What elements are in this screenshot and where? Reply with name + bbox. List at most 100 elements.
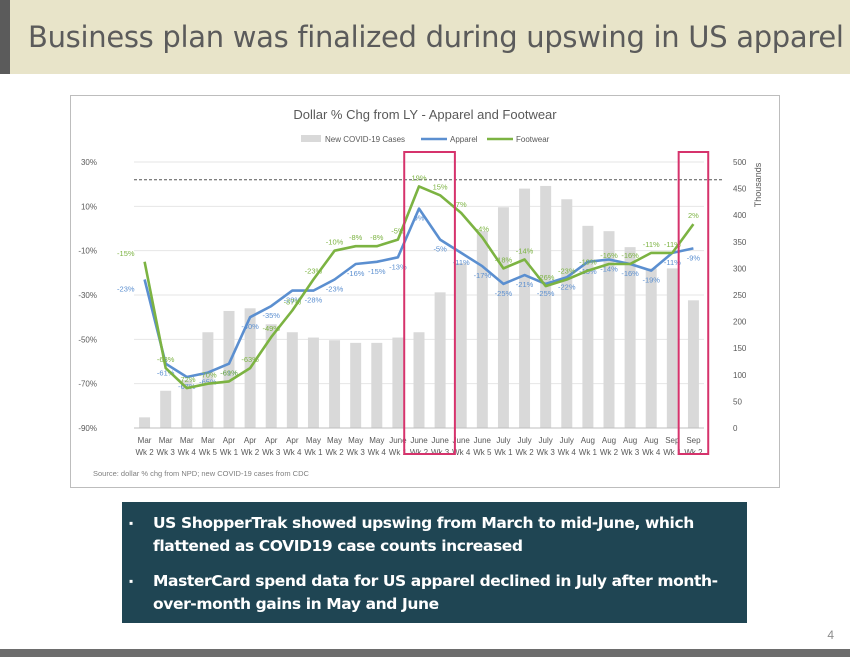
right-axis-tick-label: 100 [733, 371, 747, 380]
right-axis-tick-label: 300 [733, 264, 747, 273]
data-label-footwear: 19% [411, 173, 426, 182]
data-label-apparel: -28% [284, 296, 302, 305]
data-label-apparel: -14% [600, 265, 618, 274]
right-axis-tick-label: 400 [733, 211, 747, 220]
x-axis-week-label: Wk 1 [579, 448, 598, 457]
bar-covid-cases [223, 310, 235, 428]
data-label-footwear: -10% [326, 238, 344, 247]
bar-covid-cases [455, 263, 467, 428]
data-label-footwear: -8% [349, 233, 363, 242]
bar-covid-cases [202, 332, 214, 428]
x-axis-month-label: June [474, 436, 492, 445]
data-label-apparel: -23% [326, 284, 344, 293]
x-axis-week-label: Wk 2 [410, 448, 429, 457]
x-axis-week-label: Wk 3 [537, 448, 556, 457]
data-label-apparel: 9% [414, 214, 425, 223]
x-axis-month-label: Apr [286, 436, 299, 445]
data-label-footwear: -8% [370, 233, 384, 242]
data-label-apparel: -17% [474, 271, 492, 280]
bar-covid-cases [139, 417, 151, 428]
data-label-apparel: -15% [368, 267, 386, 276]
right-axis-tick-label: 350 [733, 238, 747, 247]
data-label-footwear: 7% [456, 200, 467, 209]
x-axis-week-label: Wk 5 [473, 448, 492, 457]
x-axis-month-label: Aug [602, 436, 616, 445]
bar-covid-cases [371, 342, 383, 428]
x-axis-month-label: July [560, 436, 574, 445]
left-axis-tick-label: -70% [78, 380, 97, 389]
x-axis-week-label: Wk 5 [199, 448, 218, 457]
x-axis-month-label: May [306, 436, 321, 445]
x-axis-week-label: Wk 3 [347, 448, 366, 457]
x-axis-week-label: Wk 1 [663, 448, 682, 457]
bar-covid-cases [434, 292, 446, 428]
data-label-footwear: 15% [433, 182, 448, 191]
data-label-footwear: -63% [241, 355, 259, 364]
bar-covid-cases [666, 268, 678, 428]
title-accent-bar [0, 0, 10, 74]
data-label-apparel: -21% [516, 280, 534, 289]
bullet-square-icon: ▪ [129, 516, 134, 530]
x-axis-month-label: Mar [180, 436, 194, 445]
bar-covid-cases [476, 231, 488, 428]
x-axis-week-label: Wk 3 [157, 448, 176, 457]
data-label-apparel: -25% [495, 289, 513, 298]
x-axis-week-label: Wk 3 [262, 448, 281, 457]
data-label-footwear: -14% [516, 247, 534, 256]
x-axis-month-label: Aug [644, 436, 658, 445]
x-axis-week-label: Wk 1 [304, 448, 323, 457]
right-axis-tick-label: 0 [733, 424, 738, 433]
data-label-footwear: -63% [157, 355, 175, 364]
x-axis-week-label: Wk 2 [135, 448, 154, 457]
bar-covid-cases [265, 324, 277, 428]
data-label-apparel: -61% [157, 369, 175, 378]
bar-covid-cases [413, 332, 425, 428]
data-label-apparel: -5% [433, 245, 447, 254]
x-axis-month-label: June [453, 436, 471, 445]
callout-text: US ShopperTrak showed upswing from March… [153, 514, 694, 555]
callout-bullet-1: ▪ US ShopperTrak showed upswing from Mar… [122, 512, 747, 560]
left-axis-tick-label: -90% [78, 424, 97, 433]
x-axis-month-label: Mar [138, 436, 152, 445]
series-line-footwear [143, 185, 695, 390]
x-axis-week-label: Wk 4 [368, 448, 387, 457]
data-label-footwear: -37% [284, 298, 302, 307]
data-label-footwear: -19% [579, 258, 597, 267]
bar-covid-cases [687, 300, 699, 428]
x-axis-month-label: Sep [686, 436, 701, 445]
bar-covid-cases [350, 342, 362, 428]
data-label-apparel: -25% [537, 289, 555, 298]
legend-swatch-cases [301, 135, 321, 142]
x-axis-week-label: Wk 4 [283, 448, 302, 457]
right-axis-tick-label: 50 [733, 397, 742, 406]
bottom-bar [0, 649, 850, 657]
right-axis-tick-label: 450 [733, 185, 747, 194]
highlight-box [677, 151, 710, 455]
highlight-box [403, 151, 456, 455]
x-axis-month-label: Apr [244, 436, 257, 445]
bar-covid-cases [307, 337, 319, 428]
data-label-footwear: -16% [600, 251, 618, 260]
bar-covid-cases [497, 207, 509, 428]
x-axis-month-label: Mar [159, 436, 173, 445]
bar-covid-cases [519, 188, 531, 428]
x-axis-week-label: Wk 4 [642, 448, 661, 457]
data-label-footwear: -69% [220, 368, 238, 377]
bar-covid-cases [582, 225, 594, 428]
x-axis-week-label: Wk 4 [452, 448, 471, 457]
data-label-apparel: -16% [347, 269, 365, 278]
data-label-footwear: -15% [117, 249, 135, 258]
bar-covid-cases [624, 247, 636, 428]
x-axis-week-label: Wk 2 [325, 448, 344, 457]
bar-covid-cases [329, 340, 341, 428]
x-axis-month-label: Sep [665, 436, 680, 445]
x-axis-week-label: Wk 1 [220, 448, 239, 457]
data-label-apparel: -22% [558, 282, 576, 291]
slide-title: Business plan was finalized during upswi… [28, 20, 844, 54]
x-axis-month-label: Aug [623, 436, 637, 445]
x-axis-week-label: Wk 2 [684, 448, 703, 457]
left-axis-tick-label: 10% [81, 202, 97, 211]
data-label-apparel: -23% [117, 284, 135, 293]
x-axis-month-label: June [389, 436, 407, 445]
x-axis-month-label: June [410, 436, 428, 445]
